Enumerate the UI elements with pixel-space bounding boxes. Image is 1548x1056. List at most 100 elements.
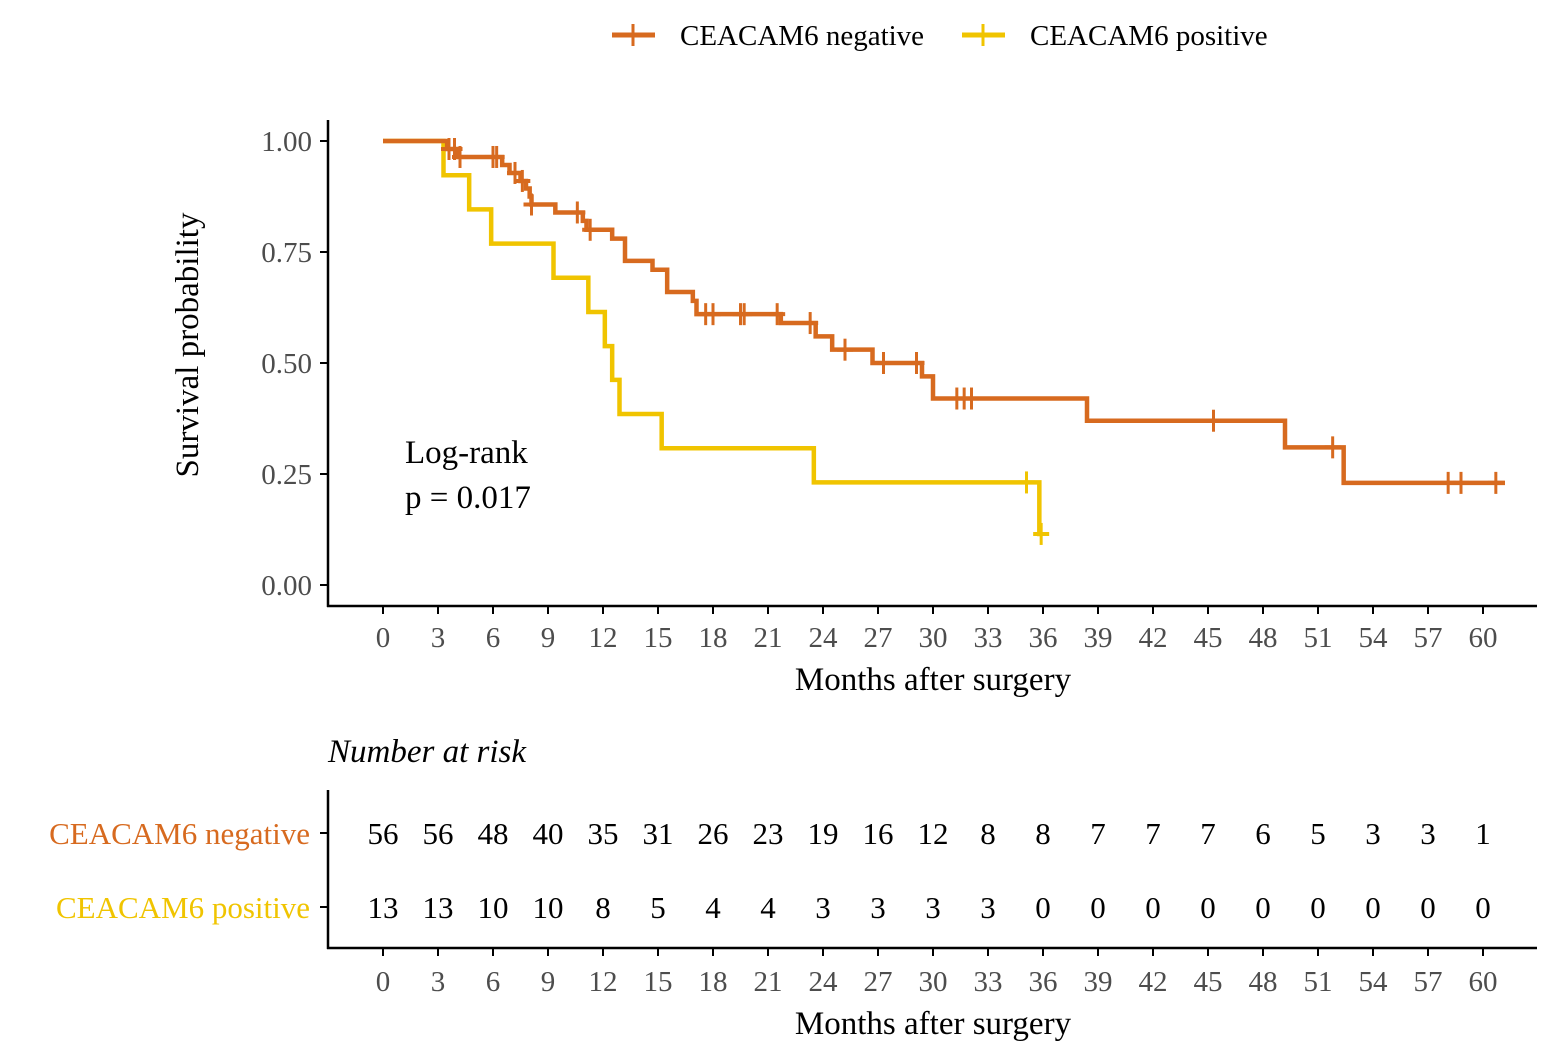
x-tick-label: 57: [1414, 622, 1443, 654]
risk-x-tick-label: 57: [1414, 966, 1443, 998]
x-tick-label: 27: [864, 622, 893, 654]
x-tick-label: 18: [699, 622, 728, 654]
x-tick-label: 60: [1469, 622, 1498, 654]
x-tick-label: 15: [644, 622, 673, 654]
risk-x-tick-label: 42: [1139, 966, 1168, 998]
risk-count: 12: [918, 816, 949, 851]
x-tick-label: 51: [1304, 622, 1333, 654]
y-tick-label: 0.00: [261, 570, 312, 602]
risk-count: 3: [1420, 816, 1436, 851]
x-tick-label: 30: [919, 622, 948, 654]
annotation-logrank: Log-rank: [405, 435, 528, 471]
survival-curve-negative: [383, 138, 1505, 486]
x-tick-label: 45: [1194, 622, 1223, 654]
x-tick-label: 42: [1139, 622, 1168, 654]
x-tick-label: 12: [589, 622, 618, 654]
x-tick-label: 48: [1249, 622, 1278, 654]
risk-count: 10: [533, 890, 564, 925]
x-tick-label: 33: [974, 622, 1003, 654]
risk-x-tick-label: 39: [1084, 966, 1113, 998]
risk-x-tick-label: 12: [589, 966, 618, 998]
risk-count: 23: [753, 816, 784, 851]
x-tick-label: 6: [486, 622, 501, 654]
risk-count: 7: [1145, 816, 1161, 851]
legend-label-negative: CEACAM6 negative: [680, 20, 924, 52]
risk-count: 0: [1255, 890, 1271, 925]
x-tick-label: 36: [1029, 622, 1058, 654]
risk-count: 4: [705, 890, 721, 925]
risk-x-tick-label: 54: [1359, 966, 1389, 998]
risk-count: 56: [368, 816, 399, 851]
x-tick-label: 24: [809, 622, 839, 654]
risk-x-tick-label: 6: [486, 966, 501, 998]
risk-count: 48: [478, 816, 509, 851]
risk-count: 0: [1310, 890, 1326, 925]
risk-x-tick-label: 33: [974, 966, 1003, 998]
risk-count: 7: [1090, 816, 1106, 851]
risk-x-tick-label: 36: [1029, 966, 1058, 998]
x-tick-label: 21: [754, 622, 783, 654]
risk-count: 0: [1200, 890, 1216, 925]
x-tick-label: 3: [431, 622, 446, 654]
risk-count: 0: [1365, 890, 1381, 925]
risk-count: 40: [533, 816, 564, 851]
risk-x-tick-label: 27: [864, 966, 893, 998]
risk-x-tick-label: 0: [376, 966, 391, 998]
risk-count: 0: [1035, 890, 1051, 925]
risk-x-tick-label: 18: [699, 966, 728, 998]
risk-count: 6: [1255, 816, 1271, 851]
x-tick-label: 54: [1359, 622, 1389, 654]
y-tick-label: 1.00: [261, 126, 312, 158]
risk-count: 13: [423, 890, 454, 925]
legend: CEACAM6 negative CEACAM6 positive: [612, 20, 1268, 52]
risk-count: 8: [595, 890, 611, 925]
y-axis-label: Survival probability: [170, 212, 206, 477]
risk-row-label: CEACAM6 negative: [49, 816, 310, 851]
risk-table-title: Number at risk: [327, 734, 527, 770]
risk-count: 13: [368, 890, 399, 925]
x-tick-label: 39: [1084, 622, 1113, 654]
x-tick-label: 9: [541, 622, 556, 654]
risk-count: 31: [643, 816, 674, 851]
risk-count: 56: [423, 816, 454, 851]
risk-count: 3: [1365, 816, 1381, 851]
risk-count: 3: [925, 890, 941, 925]
risk-x-axis-label: Months after surgery: [795, 1006, 1072, 1042]
risk-x-tick-label: 21: [754, 966, 783, 998]
risk-count: 26: [698, 816, 729, 851]
risk-count: 4: [760, 890, 776, 925]
survival-curve-positive: [383, 138, 1042, 537]
risk-count: 3: [870, 890, 886, 925]
risk-count: 19: [808, 816, 839, 851]
risk-count: 0: [1090, 890, 1106, 925]
risk-count: 16: [863, 816, 894, 851]
risk-count: 35: [588, 816, 619, 851]
risk-count: 0: [1145, 890, 1161, 925]
risk-count: 1: [1475, 816, 1491, 851]
risk-x-tick-label: 51: [1304, 966, 1333, 998]
y-tick-label: 0.75: [261, 237, 312, 269]
risk-count: 7: [1200, 816, 1216, 851]
risk-count: 8: [1035, 816, 1051, 851]
x-axis-label: Months after surgery: [795, 662, 1072, 698]
risk-count: 5: [1310, 816, 1326, 851]
y-tick-label: 0.50: [261, 348, 312, 380]
risk-count: 3: [815, 890, 831, 925]
risk-x-tick-label: 9: [541, 966, 556, 998]
risk-x-tick-label: 48: [1249, 966, 1278, 998]
risk-row-label: CEACAM6 positive: [56, 890, 310, 925]
risk-x-tick-label: 3: [431, 966, 446, 998]
legend-label-positive: CEACAM6 positive: [1030, 20, 1268, 52]
risk-x-tick-label: 24: [809, 966, 839, 998]
risk-count: 0: [1475, 890, 1491, 925]
risk-count: 5: [650, 890, 666, 925]
risk-count: 10: [478, 890, 509, 925]
annotation-pvalue: p = 0.017: [405, 480, 531, 516]
y-tick-label: 0.25: [261, 459, 312, 491]
x-tick-label: 0: [376, 622, 391, 654]
risk-count: 0: [1420, 890, 1436, 925]
risk-count: 3: [980, 890, 996, 925]
risk-x-tick-label: 45: [1194, 966, 1223, 998]
risk-x-tick-label: 30: [919, 966, 948, 998]
